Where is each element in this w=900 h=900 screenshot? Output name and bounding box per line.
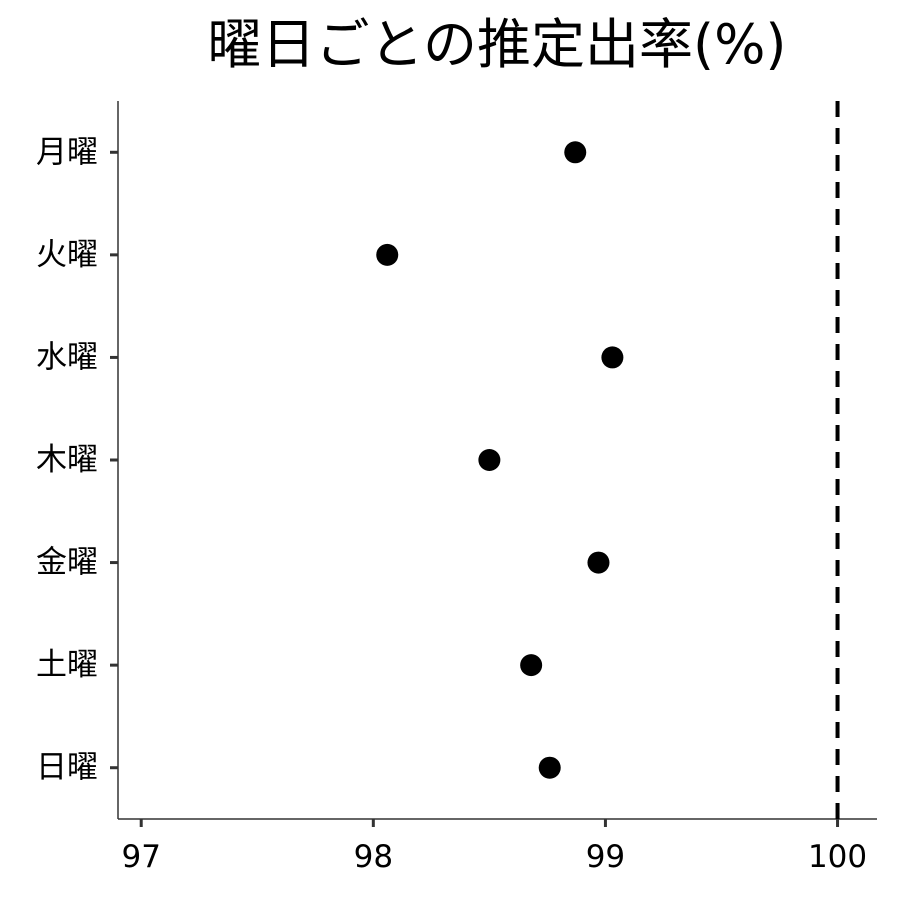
data-point bbox=[601, 346, 624, 369]
x-tick-label: 98 bbox=[354, 839, 393, 875]
x-tick-label: 100 bbox=[808, 839, 867, 875]
data-point bbox=[538, 756, 561, 779]
data-point bbox=[478, 449, 501, 471]
data-point bbox=[376, 243, 399, 266]
y-tick-label: 月曜 bbox=[36, 134, 98, 170]
x-tick-label: 97 bbox=[121, 839, 160, 875]
x-tick-label: 99 bbox=[586, 839, 625, 875]
y-tick-label: 木曜 bbox=[36, 442, 98, 478]
y-tick-label: 水曜 bbox=[36, 339, 98, 375]
y-tick-label: 金曜 bbox=[36, 545, 98, 581]
y-tick-label: 日曜 bbox=[36, 750, 98, 786]
data-point bbox=[564, 141, 587, 164]
chart-title: 曜日ごとの推定出率(%) bbox=[208, 13, 787, 76]
data-point bbox=[587, 551, 610, 574]
data-point bbox=[520, 654, 543, 677]
y-tick-label: 火曜 bbox=[36, 237, 98, 273]
x-axis: 97 98 99 100 bbox=[121, 819, 867, 875]
y-tick-label: 土曜 bbox=[36, 647, 98, 683]
data-points bbox=[376, 141, 624, 779]
